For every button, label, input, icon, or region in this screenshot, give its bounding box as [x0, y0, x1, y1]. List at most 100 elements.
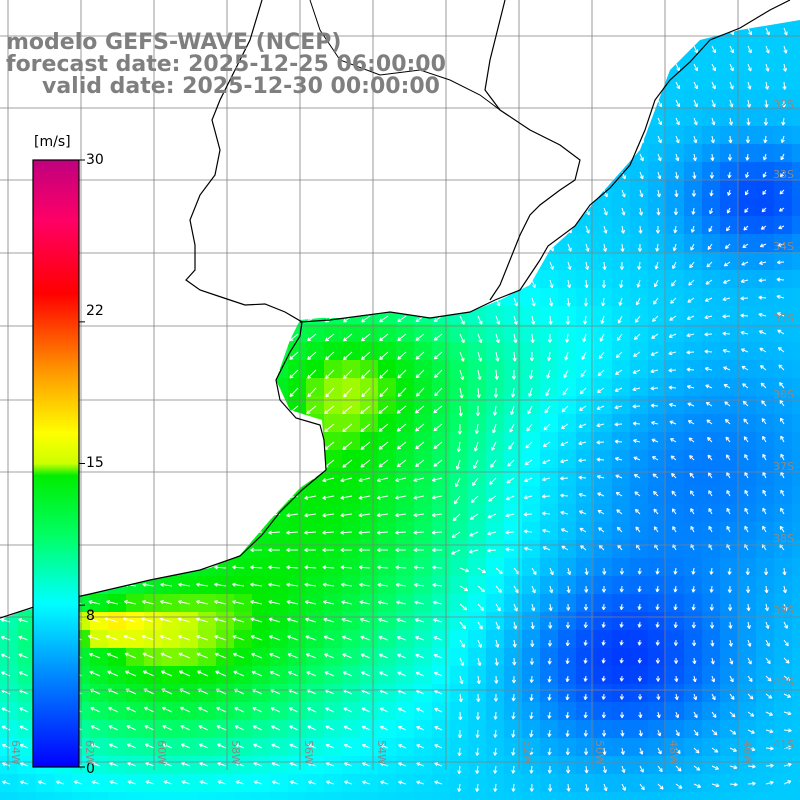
- wind-cell: [666, 702, 685, 721]
- wind-arrow-head: [454, 67, 458, 70]
- wind-cell: [792, 324, 800, 343]
- wind-arrow: [434, 153, 443, 156]
- wind-cell: [612, 252, 631, 271]
- wind-cell: [558, 342, 577, 361]
- wind-cell: [576, 774, 595, 793]
- wind-arrow-head: [433, 299, 437, 303]
- wind-cell: [666, 198, 685, 217]
- wind-cell: [144, 342, 163, 361]
- wind-arrow: [308, 171, 317, 174]
- wind-cell: [126, 126, 145, 145]
- wind-arrow-head: [20, 243, 24, 247]
- wind-arrow-head: [129, 410, 133, 412]
- wind-arrow: [471, 45, 479, 52]
- wind-arrow-head: [236, 190, 240, 193]
- wind-arrow: [2, 153, 11, 156]
- wind-arrow-head: [550, 212, 554, 216]
- wind-arrow-head: [512, 104, 516, 108]
- wind-cell: [198, 306, 217, 325]
- wind-arrow: [657, 81, 662, 89]
- wind-arrow: [495, 333, 500, 343]
- wind-cell: [144, 468, 163, 487]
- wind-cell: [666, 648, 685, 667]
- wind-arrow: [434, 117, 443, 120]
- wind-arrow-head: [289, 152, 294, 156]
- wind-arrow-head: [147, 335, 150, 340]
- wind-cell: [594, 684, 613, 703]
- wind-arrow-head: [56, 116, 60, 120]
- wind-arrow-head: [110, 188, 114, 192]
- wind-cell: [630, 216, 649, 235]
- wind-cell: [288, 342, 307, 361]
- wind-arrow-head: [254, 339, 258, 341]
- wind-arrow: [253, 351, 263, 360]
- wind-arrow-head: [567, 68, 571, 72]
- wind-cell: [180, 396, 199, 415]
- wind-arrow: [380, 117, 389, 120]
- wind-cell: [450, 504, 469, 523]
- wind-arrow: [128, 261, 137, 266]
- wind-arrow: [254, 387, 263, 397]
- wind-arrow: [236, 369, 245, 378]
- wind-arrow-head: [325, 188, 330, 192]
- wind-cell: [504, 54, 523, 73]
- wind-arrow-head: [182, 408, 185, 413]
- wind-arrow: [218, 117, 227, 120]
- wind-arrow-head: [20, 82, 25, 85]
- wind-arrow-head: [567, 140, 572, 144]
- wind-arrow-head: [236, 336, 239, 341]
- wind-arrow: [201, 10, 208, 13]
- wind-arrow-head: [200, 172, 204, 175]
- wind-arrow-head: [551, 302, 554, 307]
- wind-arrow: [668, 386, 677, 389]
- wind-arrow-head: [253, 409, 256, 414]
- wind-arrow-head: [200, 170, 204, 174]
- wind-cell: [270, 180, 289, 199]
- wind-cell: [468, 774, 487, 793]
- wind-arrow: [182, 405, 191, 413]
- wind-arrow: [272, 153, 281, 156]
- wind-cell: [234, 486, 253, 505]
- wind-arrow: [653, 297, 659, 305]
- wind-arrow: [307, 207, 317, 211]
- wind-arrow-head: [343, 376, 348, 379]
- wind-arrow: [603, 99, 608, 108]
- wind-cell: [486, 630, 505, 649]
- wind-cell: [450, 738, 469, 757]
- wind-cell: [270, 342, 289, 361]
- wind-arrow-head: [3, 316, 6, 321]
- wind-cell: [504, 504, 523, 523]
- wind-arrow: [235, 405, 245, 414]
- wind-cell: [504, 162, 523, 181]
- wind-cell: [198, 540, 217, 559]
- wind-arrow: [495, 369, 498, 380]
- wind-arrow-head: [271, 357, 276, 360]
- wind-arrow: [164, 171, 173, 174]
- wind-cell: [288, 144, 307, 163]
- wind-arrow: [21, 315, 29, 321]
- wind-arrow-head: [730, 139, 733, 144]
- wind-arrow: [273, 10, 280, 13]
- wind-arrow-head: [380, 116, 384, 120]
- wind-arrow: [722, 332, 731, 335]
- wind-arrow-head: [253, 188, 258, 192]
- wind-cell: [90, 522, 109, 541]
- wind-cell: [720, 216, 739, 235]
- wind-cell: [288, 288, 307, 307]
- wind-arrow-head: [200, 154, 204, 157]
- wind-cell: [648, 252, 667, 271]
- wind-cell: [792, 36, 800, 55]
- wind-cell: [684, 20, 703, 37]
- wind-arrow: [361, 315, 371, 323]
- wind-arrow-head: [236, 209, 240, 212]
- wind-arrow: [599, 333, 605, 342]
- wind-arrow: [433, 279, 443, 285]
- wind-arrow-head: [200, 136, 204, 139]
- wind-arrow-head: [398, 152, 402, 156]
- wind-arrow: [182, 153, 191, 156]
- wind-arrow-head: [415, 280, 419, 285]
- wind-arrow-head: [272, 154, 276, 157]
- wind-cell: [720, 738, 739, 757]
- wind-cell: [504, 612, 523, 631]
- wind-arrow-head: [325, 339, 330, 342]
